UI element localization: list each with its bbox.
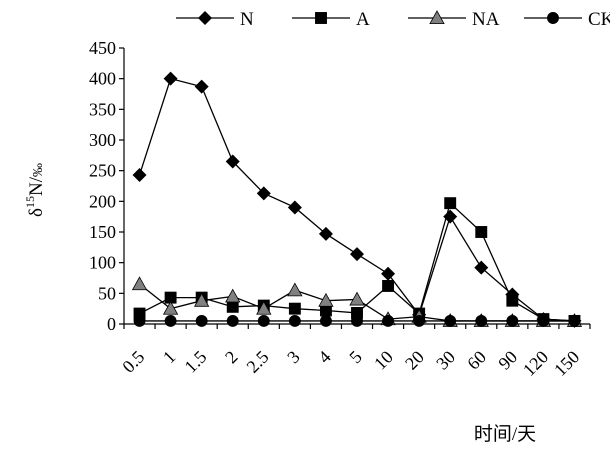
data-point-a — [288, 302, 301, 315]
data-point-ck — [382, 314, 395, 327]
data-point-na — [225, 288, 241, 303]
x-tick-label: 2 — [221, 347, 242, 368]
chart-legend: N A NA CK — [176, 9, 610, 30]
data-point-a — [351, 307, 363, 319]
data-point-a — [382, 280, 395, 292]
data-point-n — [163, 71, 178, 86]
data-point-na — [287, 282, 303, 297]
y-tick-label: 200 — [89, 191, 116, 211]
data-point-na — [256, 300, 272, 315]
data-point-na — [349, 291, 365, 306]
data-point-n — [350, 247, 364, 262]
y-tick-label: 250 — [89, 161, 116, 181]
data-point-ck — [226, 314, 239, 327]
chart-axes: 0 50 100 150 200 250 300 350 400 450 0.5 1 1.5 2 2.5 3 4… — [89, 38, 591, 380]
x-tick-label: 150 — [550, 347, 583, 380]
legend-marker-na — [429, 10, 445, 25]
data-point-a — [475, 226, 488, 238]
y-axis-label: δ15N/‰ — [23, 163, 47, 217]
x-tick-label: 90 — [494, 347, 521, 374]
series-line-n — [138, 77, 575, 322]
data-point-ck — [506, 314, 519, 327]
x-tick-label: 60 — [463, 347, 490, 374]
y-axis-label-main: N/ — [26, 176, 47, 196]
chart-series — [131, 71, 583, 328]
data-point-na — [318, 292, 334, 307]
legend-marker-n — [198, 11, 212, 25]
x-axis-label: 时间/天 — [474, 423, 536, 445]
data-point-n — [381, 266, 396, 281]
y-axis-label-sup: 15 — [23, 196, 37, 208]
data-point-ck — [351, 314, 363, 327]
series-a — [133, 197, 581, 327]
data-point-a — [506, 294, 519, 307]
y-tick-label: 300 — [89, 130, 116, 150]
data-point-ck — [537, 314, 550, 327]
y-tick-label: 400 — [89, 69, 116, 89]
data-point-ck — [133, 314, 146, 327]
legend-label-ck: CK — [588, 9, 610, 30]
x-tick-label: 10 — [370, 347, 397, 374]
data-point-na — [193, 292, 210, 307]
data-point-ck — [288, 314, 301, 327]
data-point-n — [443, 209, 458, 224]
x-tick-label: 4 — [314, 347, 335, 368]
data-point-n — [194, 79, 209, 94]
series-n — [132, 71, 582, 328]
data-point-ck — [164, 314, 177, 327]
data-point-a — [444, 197, 457, 210]
y-axis-label-permil: ‰ — [31, 163, 46, 177]
x-tick-label: 0.5 — [118, 347, 148, 377]
y-tick-label: 0 — [107, 314, 116, 334]
data-point-na — [162, 300, 179, 315]
y-tick-label: 350 — [89, 99, 116, 119]
data-point-ck — [568, 314, 581, 327]
x-tick-label: 1 — [159, 347, 180, 368]
data-point-a — [226, 300, 239, 313]
data-point-na — [131, 276, 148, 291]
data-point-n — [474, 260, 489, 275]
data-point-n — [318, 226, 333, 241]
legend-label-n: N — [240, 9, 254, 30]
legend-label-na: NA — [472, 9, 500, 30]
data-point-ck — [413, 314, 426, 327]
data-point-ck — [195, 314, 208, 327]
data-point-n — [132, 167, 147, 182]
x-tick-label: 3 — [283, 347, 304, 368]
data-point-ck — [319, 314, 332, 327]
data-point-ck — [257, 314, 270, 327]
y-axis-label-delta: δ — [26, 208, 47, 217]
data-point-n — [287, 200, 302, 215]
legend-marker-a — [315, 12, 327, 24]
data-point-a — [319, 304, 332, 317]
x-tick-label: 20 — [401, 347, 428, 374]
data-point-n — [256, 186, 271, 201]
y-tick-label: 50 — [98, 283, 116, 303]
x-tick-label: 30 — [432, 347, 459, 374]
data-point-a — [164, 291, 177, 304]
x-tick-label: 1.5 — [180, 347, 210, 377]
series-ck — [133, 314, 581, 327]
data-point-a — [133, 307, 146, 320]
data-point-n — [225, 154, 240, 169]
x-tick-label: 2.5 — [243, 347, 273, 377]
y-tick-label: 450 — [89, 38, 116, 58]
y-tick-label: 100 — [89, 253, 116, 273]
data-point-ck — [475, 314, 488, 327]
y-tick-label: 150 — [89, 222, 116, 242]
x-tick-label: 5 — [345, 347, 366, 368]
legend-label-a: A — [356, 9, 370, 30]
legend-marker-ck — [547, 12, 559, 24]
x-tick-label: 120 — [519, 347, 552, 380]
data-point-ck — [444, 314, 457, 327]
